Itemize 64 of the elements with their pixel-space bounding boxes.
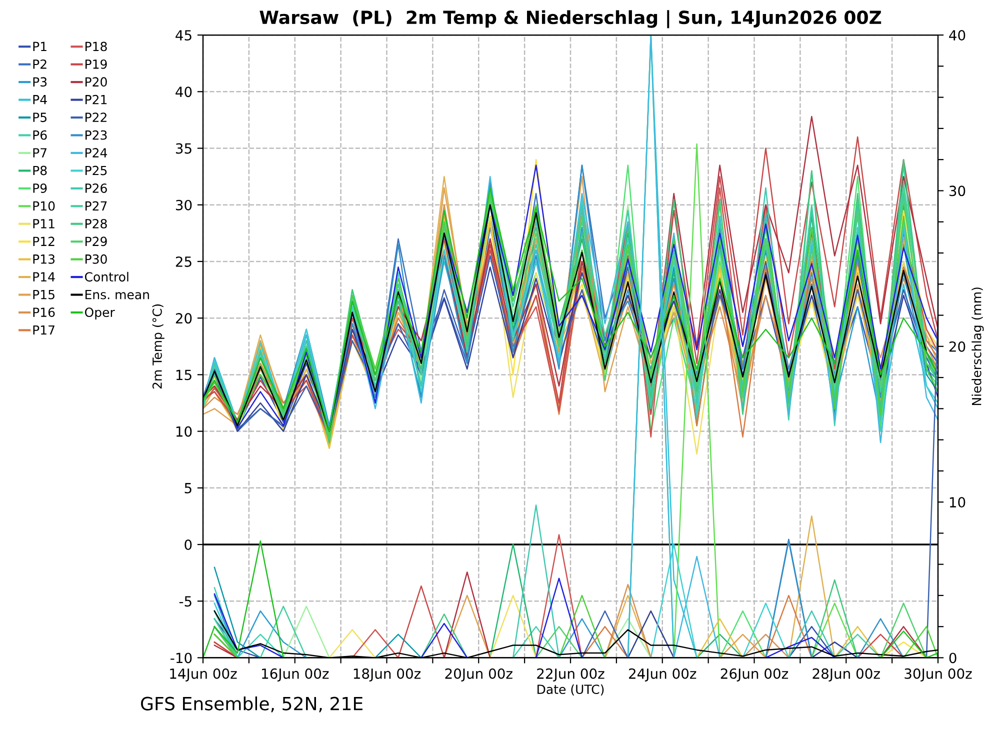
legend-label: P24 [86,148,108,158]
legend-label: P11 [33,219,54,228]
legend-label: P20 [86,77,107,87]
legend-label: P3 [33,77,47,87]
legend-label: P21 [86,94,107,104]
x-tick-label: 16Jun 00z [262,668,329,682]
legend-label: P13 [33,254,55,264]
legend-label: P6 [33,130,47,140]
legend-label: P18 [86,42,107,52]
legend-label: P2 [33,59,46,69]
y-tick-label: 15 [176,370,192,380]
y-tick-label: 30 [176,200,192,210]
legend-label: P25 [86,166,107,176]
y2-tick-label: 30 [949,186,966,196]
legend-label: P4 [33,95,47,104]
x-tick-label: 18Jun 00z [354,668,421,682]
legend-label: P1 [33,42,46,51]
y2-tick-label: 10 [950,497,966,508]
legend-label: P29 [86,236,107,246]
legend-label: P8 [33,166,47,176]
legend-label: Control [84,272,128,282]
legend-label: P9 [33,184,47,193]
x-tick-label: 22Jun 00z [537,668,604,682]
y-tick-label: -5 [179,596,192,607]
y2-tick-label: 0 [949,652,956,664]
y-tick-label: 45 [176,30,192,41]
x-tick-label: 28Jun 00z [812,668,880,682]
legend-label: P14 [33,272,55,282]
x-tick-label: 26Jun 00z [720,668,788,682]
x-axis-title: Date (UTC) [538,684,604,696]
legend-label: Ens. mean [86,290,149,300]
y-tick-label: -10 [170,652,192,664]
y-tick-label: 5 [184,483,192,494]
legend-label: P23 [86,130,107,140]
y-tick-label: 35 [176,143,192,154]
legend-label: P12 [33,236,54,246]
legend-label: P17 [33,325,54,335]
legend-label: Oper [84,308,115,320]
y-tick-label: 0 [184,539,192,550]
legend-label: P27 [86,201,107,210]
legend-label: P22 [86,112,106,122]
legend-label: P7 [33,148,47,158]
legend-label: P15 [33,290,54,300]
legend-label: P16 [33,308,55,318]
y2-tick-label: 40 [949,30,966,41]
chart-title: Warsaw (PL) 2m Temp & Niederschlag | Sun, 14Jun2026 00Z [260,10,882,28]
y2-axis-title: Niederschlag (mm) [972,288,984,406]
x-tick-label: 24Jun 00z [629,668,696,682]
legend-label: P19 [86,59,107,69]
legend-label: P10 [33,201,55,211]
y-tick-label: 20 [176,313,192,324]
y-tick-label: 25 [176,256,192,267]
y-tick-label: 40 [176,86,192,98]
y2-tick-label: 20 [949,341,966,352]
legend-label: P30 [86,254,107,264]
x-tick-label: 20Jun 00z [445,668,512,682]
legend-label: P26 [86,184,107,193]
x-tick-label: 14Jun 00z [170,668,237,682]
legend-label: P28 [86,218,107,228]
y-axis-title: 2m Temp (°C) [152,304,164,389]
y-tick-label: 10 [176,426,192,437]
legend-label: P5 [33,112,46,122]
text: GFS Ensemble, 52N, 21E [141,696,362,712]
x-tick-label: 30Jun 00z [904,668,972,682]
